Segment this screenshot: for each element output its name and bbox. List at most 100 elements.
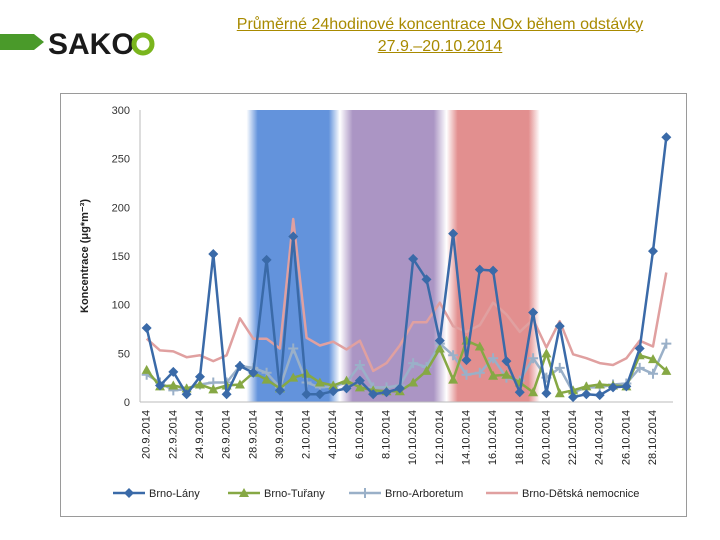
data-point-marker [488,353,499,364]
data-point-marker [528,387,539,397]
data-point-marker [434,343,445,353]
series-group [141,132,672,403]
data-point-marker [648,246,659,257]
data-point-marker [274,385,285,396]
shaded-band [246,110,340,402]
x-tick-label: 24.10.2014 [594,410,606,465]
data-point-marker [661,338,672,349]
y-tick-label: 100 [112,300,130,312]
data-point-marker [301,389,312,400]
data-point-marker [381,387,392,398]
data-point-marker [528,307,539,318]
data-point-marker [501,356,512,367]
y-tick-label: 150 [112,251,130,263]
data-point-marker [208,384,219,394]
data-point-marker [328,386,339,397]
x-tick-label: 18.10.2014 [514,410,526,465]
data-point-marker [661,132,672,143]
data-point-marker [194,379,205,389]
shaded-bands [246,110,540,402]
logo-text: SAKO [48,28,135,61]
data-point-marker [288,231,299,242]
data-point-marker [488,370,499,380]
series-group [141,335,672,398]
data-point-marker [360,488,370,498]
data-point-marker [474,341,485,351]
data-point-marker [554,388,565,398]
data-point-marker [501,369,512,379]
x-tick-label: 22.10.2014 [567,410,579,465]
data-point-marker [434,335,445,346]
data-point-marker [634,362,645,373]
data-point-marker [514,387,525,398]
x-tick-label: 20.9.2014 [141,410,153,459]
data-point-marker [621,381,632,392]
data-point-marker [141,364,152,374]
data-point-marker [354,382,365,392]
series-line [146,342,668,394]
logo-ring [131,32,155,56]
x-tick-label: 10.10.2014 [407,410,419,465]
x-tick-label: 28.9.2014 [247,410,259,459]
data-point-marker [421,365,432,375]
data-point-marker [541,388,552,399]
logo-bar [0,34,44,50]
sako-logo-graphic: SAKO [0,28,155,61]
chart-axes: 0 50 100 150 200 250 300 Koncentrace (μg*m⁻³) 20… [79,105,673,465]
legend-entry-label: Brno-Dětská nemocnice [522,488,639,500]
data-point-marker [168,366,179,377]
chart-series [141,132,672,403]
data-point-marker [234,360,245,371]
data-point-marker [154,380,165,391]
x-tick-label: 28.10.2014 [647,410,659,465]
y-tick-label: 300 [112,105,130,117]
data-point-marker [554,362,565,373]
x-tick-label: 20.10.2014 [540,410,552,465]
sako-logo: SAKO [0,22,170,66]
x-tick-label: 22.9.2014 [167,410,179,459]
data-point-marker [461,355,472,366]
x-tick-label: 26.10.2014 [620,410,632,465]
y-tick-label: 250 [112,154,130,166]
x-tick-label: 26.9.2014 [221,410,233,459]
x-tick-label: 12.10.2014 [434,410,446,465]
title-line-1: Průměrné 24hodinové koncentrace NOx běhe… [236,16,644,33]
chart-legend: Brno-Lány Brno-Tuřany Brno-Arboretum Brno-D… [113,488,639,500]
data-point-marker [594,390,605,401]
x-tick-label: 16.10.2014 [487,410,499,465]
data-point-marker [541,348,552,358]
data-point-marker [354,360,365,371]
data-point-marker [341,375,352,385]
line-chart: 0 50 100 150 200 250 300 Koncentrace (μg*m⁻³) 20… [79,105,673,500]
x-tick-label: 30.9.2014 [274,410,286,459]
page-title: Průměrné 24hodinové koncentrace NOx běhe… [175,14,705,58]
data-point-marker [239,488,249,497]
y-tick-label: 200 [112,202,130,214]
y-axis-title: Koncentrace (μg*m⁻³) [79,199,91,313]
data-point-marker [421,274,432,285]
data-point-marker [261,374,272,384]
x-tick-label: 14.10.2014 [460,410,472,465]
y-tick-label: 0 [124,397,130,409]
x-tick-label: 6.10.2014 [354,410,366,459]
data-point-marker [608,382,619,393]
x-tick-label: 8.10.2014 [381,410,393,459]
data-point-marker [168,380,179,390]
data-point-marker [314,377,325,387]
data-point-marker [234,379,245,389]
data-point-marker [341,383,352,394]
data-point-marker [581,381,592,391]
series-line [145,137,668,399]
legend-entry-label: Brno-Lány [149,488,200,500]
x-tick-label: 2.10.2014 [301,410,313,459]
data-point-marker [141,323,152,334]
legend-entry-label: Brno-Tuřany [264,488,325,500]
x-tick-label: 24.9.2014 [194,410,206,459]
data-point-marker [568,392,579,403]
data-point-marker [648,354,659,364]
data-point-marker [568,385,579,395]
data-point-marker [221,389,232,400]
data-point-marker [554,321,565,332]
data-point-marker [634,343,645,354]
x-tick-label: 4.10.2014 [327,410,339,459]
